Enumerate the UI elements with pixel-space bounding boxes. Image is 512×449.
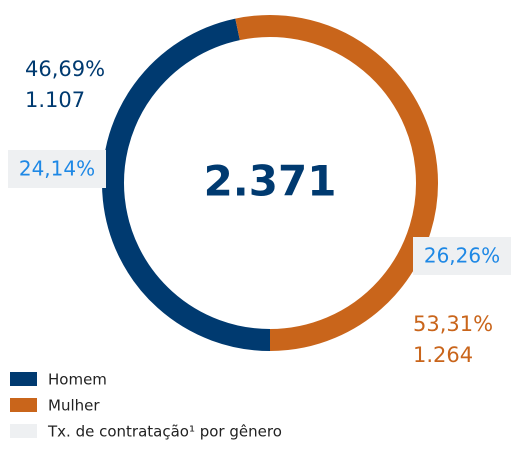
rate-box [413, 237, 511, 275]
donut-segment [102, 18, 271, 351]
rate-box [8, 150, 106, 188]
legend-swatch [10, 372, 37, 386]
count-label: 1.264 [413, 343, 473, 367]
donut-segment [235, 15, 438, 351]
rate-label: 26,26% [424, 244, 500, 268]
legend-label: Tx. de contratação¹ por gênero [47, 423, 282, 441]
count-label: 1.107 [25, 88, 85, 112]
total-label: 2.371 [204, 157, 337, 206]
value-label: 46,69% [25, 57, 105, 81]
value-label: 53,31% [413, 312, 493, 336]
rate-label: 24,14% [19, 157, 95, 181]
legend-label: Mulher [48, 397, 100, 415]
legend-swatch [10, 424, 37, 438]
legend-swatch [10, 398, 37, 412]
legend-label: Homem [48, 371, 107, 389]
